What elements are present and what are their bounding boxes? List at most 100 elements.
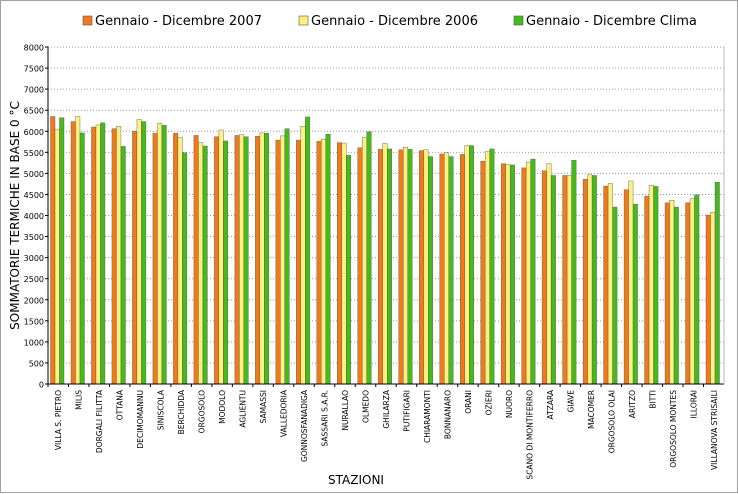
bar-3-20 [448,156,454,385]
legend-label-3: Gennaio - Dicembre Clima [526,14,697,29]
x-tick-label: ORGOSOLO OLAI [607,390,616,453]
bar-3-2 [79,132,85,385]
bar-2-23 [505,164,511,385]
bar-3-19 [428,156,433,385]
bar-2-24 [525,161,531,385]
x-tick-label: NUORO [505,390,514,418]
bar-3-9 [223,140,229,385]
bar-1-16 [357,147,363,385]
y-tick-label: 6000 [24,128,44,137]
legend-swatch-2 [298,15,309,26]
bar-2-25 [546,163,552,385]
x-tick-label: MILIS [75,390,84,410]
x-tick-label: ARITZO [628,390,637,418]
x-tick-label: SINISCOLA [157,389,166,430]
bar-2-5 [136,119,142,385]
bar-1-13 [296,139,302,385]
bar-1-9 [214,136,220,385]
bar-3-1 [59,117,65,385]
y-tick-label: 8000 [24,44,44,53]
x-tick-label: OZIERI [484,390,493,415]
x-tick-label: SCANO DI MONTIFERRO [525,390,534,480]
bar-3-21 [468,145,474,385]
x-tick-label: DECIMOMANNU [136,390,145,449]
bar-2-22 [484,151,490,385]
bar-1-26 [562,175,568,385]
x-tick-label: ORGOSOLO MONTES [669,390,678,468]
bar-3-26 [571,160,577,385]
x-tick-label: GONNOSFANADIGA [300,389,309,462]
y-tick-labels: 0 500 1000 1500 2000 2500 3000 3500 4000 4500 5000… [24,44,48,390]
bar-1-23 [500,163,506,385]
bar-3-4 [120,146,126,385]
bar-1-7 [173,133,179,385]
bar-3-31 [673,206,679,385]
x-tick-label: SAMASSI [259,390,268,423]
x-tick-label: GHILARZA [382,389,391,428]
bar-2-1 [54,128,60,385]
bar-1-32 [685,202,691,385]
bar-1-10 [234,135,240,385]
bar-2-16 [362,137,367,385]
x-tick-label: VILLA S. PIETRO [54,390,63,450]
bar-1-1 [50,116,56,385]
y-tick-label: 3000 [24,254,44,263]
bar-3-27 [591,175,597,385]
bar-3-13 [305,116,311,385]
bar-3-17 [387,148,392,385]
x-tick-label: BERCHIDDA [177,389,186,434]
bar-1-5 [132,131,138,385]
x-tick-label: OLMEDO [362,390,371,423]
bar-2-13 [300,125,306,385]
x-tick-labels: VILLA S. PIETRO MILIS DORGALI FILITTA OTTAN… [47,384,719,480]
bar-3-7 [182,152,188,385]
x-tick-label: BONNANARO [443,390,452,439]
bar-3-14 [325,133,331,385]
bar-1-21 [459,154,465,385]
x-tick-label: NURALLAO [341,390,350,431]
bar-1-3 [91,126,97,385]
bar-1-25 [541,170,547,385]
bar-2-7 [177,136,183,385]
x-tick-label: ORGOSOLO [198,390,207,433]
bar-1-30 [644,195,650,385]
bars [50,116,720,385]
bar-1-12 [275,139,281,385]
bar-2-3 [95,124,101,385]
bar-1-8 [193,135,199,385]
y-axis-label: SOMMATORIE TERMICHE IN BASE 0 °C [8,101,22,330]
x-tick-label: ATZARA [546,389,555,419]
bar-3-30 [653,186,659,385]
bar-3-32 [694,194,700,385]
bar-2-20 [444,152,449,385]
bar-2-30 [648,184,654,385]
y-tick-label: 4500 [24,191,44,200]
bar-2-17 [382,143,388,385]
bar-3-28 [612,206,618,385]
bar-3-29 [632,203,638,385]
bar-3-12 [284,128,290,385]
x-tick-label: GIAVE [566,390,575,413]
bar-3-5 [141,121,147,385]
bar-3-15 [346,155,351,385]
bar-2-29 [628,180,634,385]
bar-2-19 [423,149,429,385]
bar-3-16 [366,131,372,385]
bar-3-11 [264,133,270,385]
bar-1-24 [521,167,527,385]
x-tick-label: AGLIENTU [239,390,248,428]
x-tick-label: MACOMER [587,390,596,429]
legend-swatch-3 [513,15,524,26]
bar-2-21 [464,145,470,385]
x-tick-label: MODOLO [218,390,227,424]
bar-1-28 [603,185,609,385]
x-tick-label: CHIARAMONTI [423,390,432,443]
bar-1-22 [480,160,486,385]
bar-2-27 [587,174,593,385]
y-tick-label: 5000 [24,170,44,179]
bar-3-8 [202,145,208,385]
x-tick-label: OTTANA [116,389,125,420]
bar-3-23 [509,164,515,385]
y-tick-label: 0 [39,381,44,390]
legend-label-2: Gennaio - Dicembre 2006 [311,14,478,29]
